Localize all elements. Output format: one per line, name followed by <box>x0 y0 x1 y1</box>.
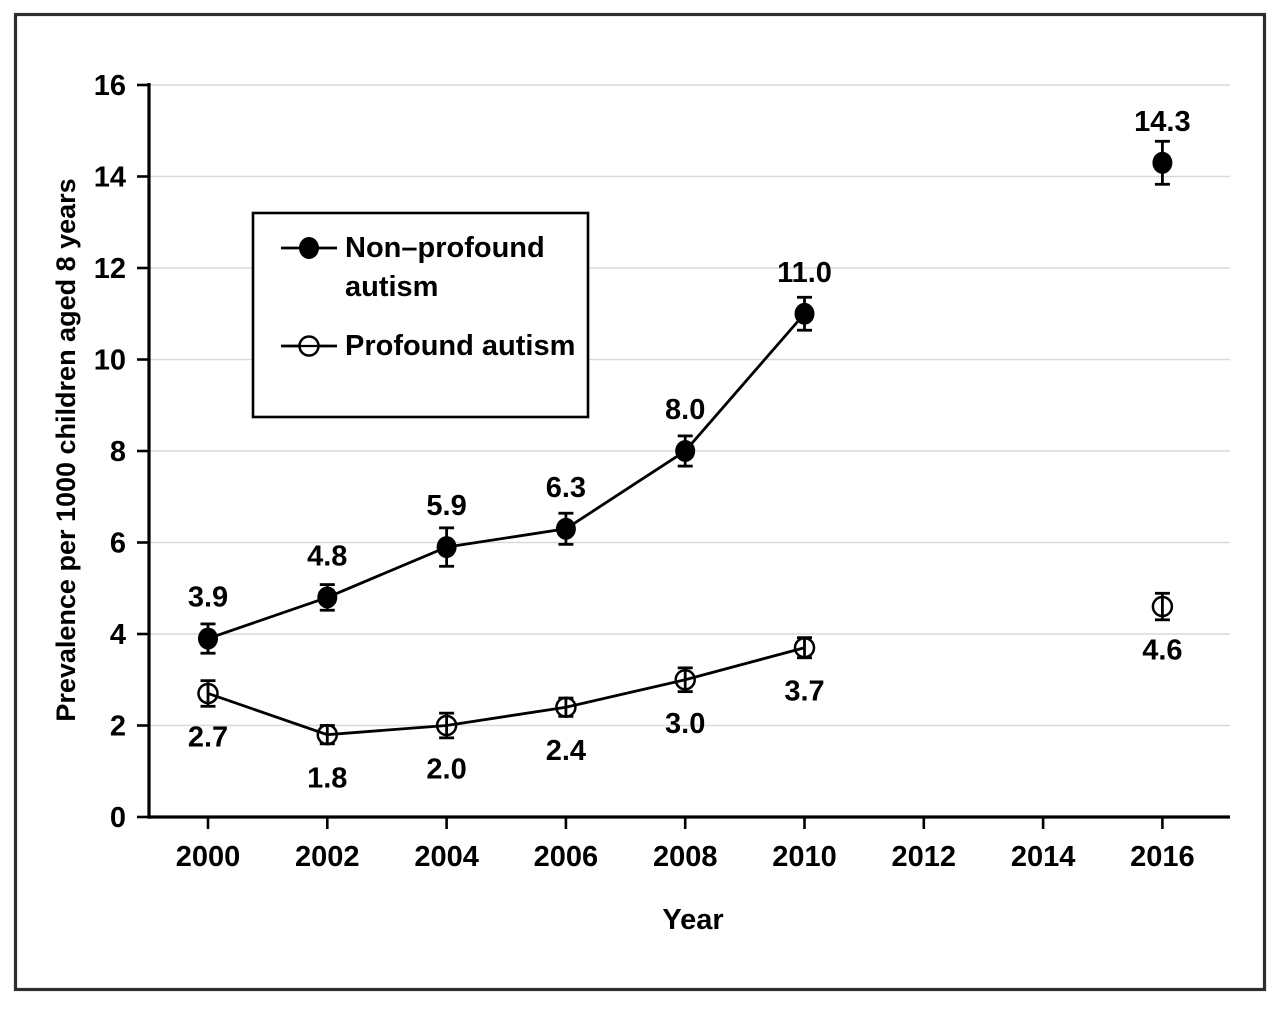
data-series <box>197 139 1174 746</box>
x-tick-label: 2000 <box>176 841 241 873</box>
figure-border <box>13 12 1267 992</box>
data-point-filled-circle <box>1152 151 1173 174</box>
data-point-label: 14.3 <box>1134 106 1190 138</box>
x-axis-title: Year <box>662 904 723 936</box>
data-point-label: 4.6 <box>1142 635 1182 667</box>
data-point-filled-circle <box>198 627 218 650</box>
y-tick-label: 8 <box>110 436 126 468</box>
legend-label-profound: Profound autism <box>345 330 575 362</box>
y-tick-label: 14 <box>94 162 126 194</box>
tick-labels: 0 2 4 6 8 10 12 14 16 2000 2002 2004 2006 2008 2010 201… <box>94 70 1195 873</box>
legend: Non–profound autism Profound autism <box>251 211 590 419</box>
y-tick-label: 16 <box>94 70 126 102</box>
filled-circle-icon <box>299 237 319 259</box>
y-tick-label: 10 <box>94 345 126 377</box>
data-point-filled-circle <box>436 536 457 559</box>
data-point-filled-circle <box>317 586 338 609</box>
data-point-label: 3.0 <box>665 708 705 740</box>
data-point-filled-circle <box>675 440 696 462</box>
legend-label-nonprofound-line2: autism <box>345 271 438 303</box>
y-axis-title: Prevalence per 1000 children aged 8 year… <box>51 178 81 721</box>
data-point-label: 5.9 <box>426 490 466 522</box>
y-tick-label: 2 <box>110 711 126 743</box>
data-point-label: 3.9 <box>188 582 228 614</box>
x-tick-label: 2012 <box>892 841 957 873</box>
legend-label-nonprofound-line1: Non–profound <box>345 232 545 264</box>
data-point-label: 2.7 <box>188 721 228 753</box>
y-tick-label: 6 <box>110 528 126 560</box>
data-point-filled-circle <box>794 302 815 325</box>
x-tick-label: 2014 <box>1011 841 1076 873</box>
data-point-label: 6.3 <box>546 472 586 504</box>
x-tick-label: 2002 <box>295 841 360 873</box>
series-line-nonprofound <box>207 312 806 640</box>
data-point-label: 4.8 <box>307 540 347 572</box>
x-tick-label: 2004 <box>414 841 479 873</box>
series-line-profound <box>207 646 805 737</box>
data-point-label: 2.0 <box>426 754 466 786</box>
x-tick-label: 2016 <box>1130 841 1195 873</box>
x-tick-label: 2008 <box>653 841 718 873</box>
data-point-label: 11.0 <box>777 257 832 289</box>
data-point-label: 2.4 <box>546 735 586 767</box>
x-tick-label: 2006 <box>534 841 599 873</box>
data-point-label: 3.7 <box>784 676 824 708</box>
data-labels: 3.9 4.8 5.9 6.3 8.0 11.0 14.3 2.7 1.8 2.0 2.4 3.0 3.… <box>188 106 1191 795</box>
y-tick-label: 4 <box>110 619 126 651</box>
data-point-label: 1.8 <box>307 763 347 795</box>
y-tick-label: 0 <box>110 802 126 834</box>
x-tick-label: 2010 <box>772 841 837 873</box>
data-point-label: 8.0 <box>665 394 705 426</box>
axes <box>137 83 1230 829</box>
y-tick-label: 12 <box>94 253 126 285</box>
data-point-filled-circle <box>555 517 576 540</box>
